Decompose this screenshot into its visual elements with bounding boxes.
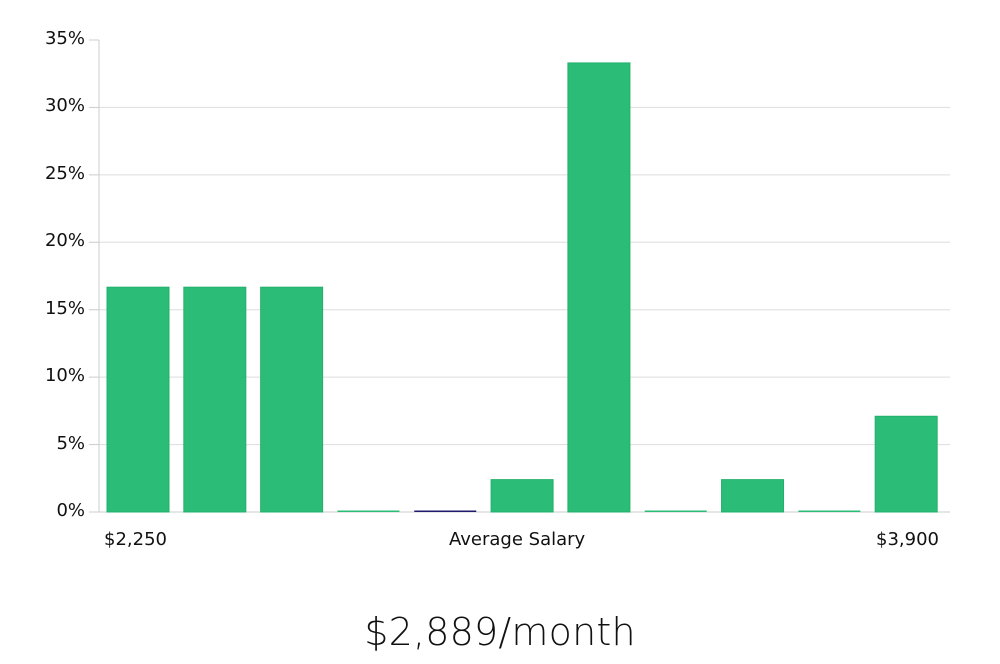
histogram-bar [798, 510, 861, 512]
y-tick-label: 30% [44, 95, 85, 117]
histogram-bar [106, 286, 170, 513]
y-tick-label: 35% [44, 28, 85, 49]
histogram-bar [567, 62, 631, 513]
histogram-bar-highlighted [414, 510, 477, 512]
y-tick-label: 10% [44, 365, 85, 387]
x-axis-title: Average Salary [449, 529, 586, 550]
y-tick-label: 5% [56, 432, 85, 454]
histogram-bar [874, 415, 938, 513]
histogram-bar [260, 286, 324, 513]
histogram-bar [337, 510, 400, 512]
histogram-bar [721, 479, 785, 513]
y-tick-label: 0% [56, 500, 85, 521]
x-axis-end-label: $3,900 [876, 529, 939, 550]
average-salary-summary: $2,889/month [364, 610, 636, 654]
y-tick-label: 15% [44, 297, 85, 319]
histogram-bar [183, 286, 247, 513]
y-tick-label: 25% [44, 162, 85, 184]
histogram-bar [644, 510, 707, 512]
histogram-bar [490, 479, 554, 513]
y-tick-label: 20% [44, 230, 85, 252]
x-axis-start-label: $2,250 [104, 529, 167, 550]
